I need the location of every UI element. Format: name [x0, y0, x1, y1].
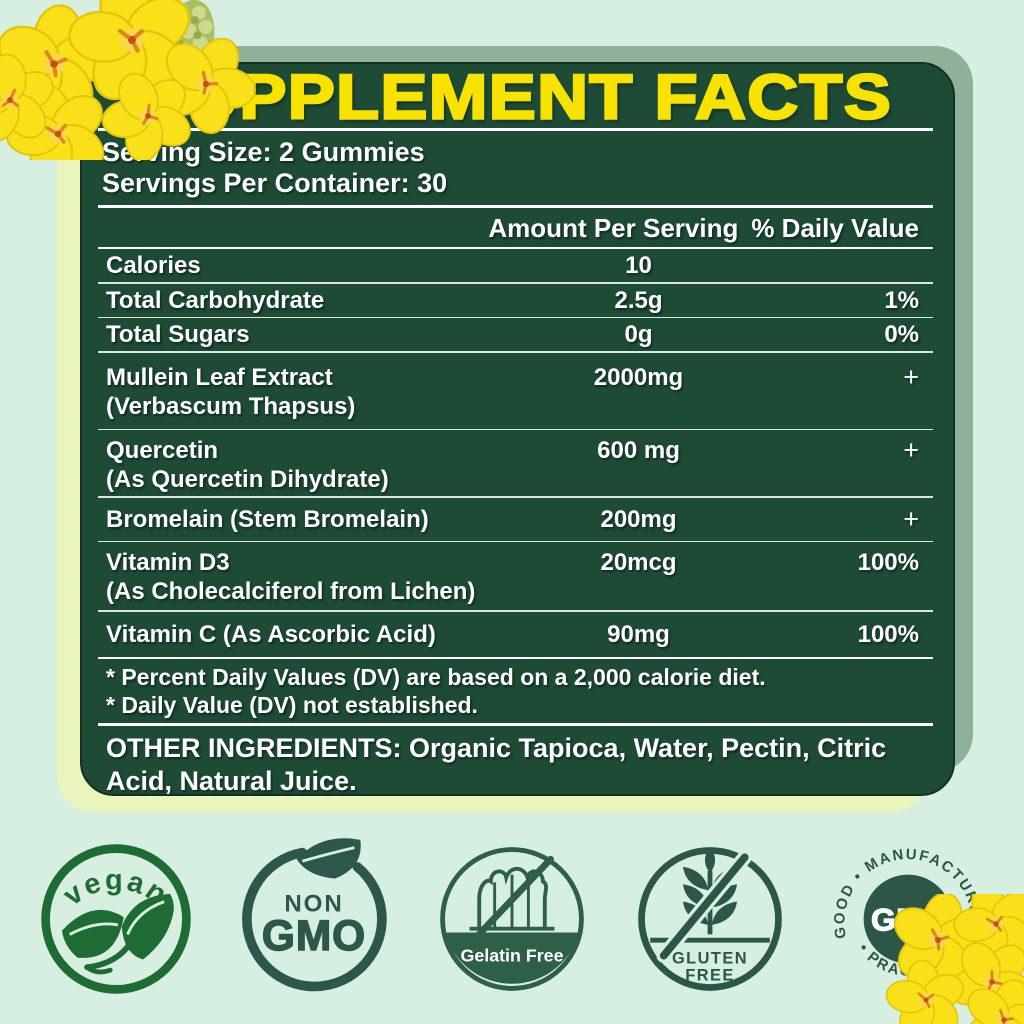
- certification-badges: vegan NON GMO: [0, 838, 1024, 1000]
- gluten-free-label-line2: FREE: [685, 967, 734, 985]
- divider: [98, 205, 933, 208]
- nutrient-name: Total Sugars: [106, 321, 250, 348]
- vegan-badge: vegan: [35, 838, 197, 1000]
- servings-per-container: Servings Per Container: 30: [102, 168, 448, 198]
- daily-value-header: % Daily Value: [751, 212, 919, 243]
- nutrient-name: Mullein Leaf Extract: [106, 363, 333, 391]
- crossed-leaves-icon: vegan: [41, 844, 191, 994]
- mullein-flowers-top-left-icon: [0, 0, 278, 160]
- supplement-facts-panel: SUPPLEMENT FACTS Serving Size: 2 Gummies…: [80, 62, 955, 796]
- footnote-daily-values: * Percent Daily Values (DV) are based on…: [106, 664, 766, 690]
- gelatin-free-label: Gelatin Free: [460, 945, 563, 965]
- divider: [98, 246, 933, 249]
- nutrient-subname: (As Quercetin Dihydrate): [106, 466, 389, 493]
- gluten-free-label-line1: GLUTEN: [672, 949, 748, 967]
- nutrient-amount: 0g: [624, 321, 653, 348]
- nutrient-subname: (Verbascum Thapsus): [106, 392, 356, 420]
- footnote-dv-not-established: * Daily Value (DV) not established.: [106, 692, 478, 718]
- nutrient-dv: 100%: [857, 620, 919, 648]
- nutrient-dv: +: [903, 435, 919, 465]
- gelatin-free-badge: Gelatin Free: [431, 838, 593, 1000]
- gluten-free-badge: GLUTEN FREE: [629, 838, 791, 1000]
- nutrient-subname: (As Cholecalciferol from Lichen): [106, 578, 476, 605]
- divider: [98, 656, 933, 659]
- divider: [98, 723, 933, 726]
- nutrient-amount: 10: [625, 252, 652, 279]
- divider: [98, 610, 933, 612]
- table-row-vitamin-c: Vitamin C (As Ascorbic Acid) 90mg 100%: [98, 612, 933, 657]
- leaf-icon: NON GMO: [242, 838, 387, 992]
- divider: [98, 540, 933, 542]
- nutrient-dv: +: [903, 503, 919, 534]
- nutrient-amount: 90mg: [607, 620, 670, 648]
- divider: [98, 282, 933, 284]
- table-row-mullein: Mullein Leaf Extract (Verbascum Thapsus)…: [98, 353, 933, 429]
- nutrient-dv: 1%: [884, 286, 919, 314]
- divider: [98, 316, 933, 318]
- nutrient-name: Vitamin D3: [106, 549, 230, 576]
- nutrient-dv: +: [903, 361, 919, 392]
- table-row-quercetin: Quercetin (As Quercetin Dihydrate) 600 m…: [98, 430, 933, 496]
- jelly-crossed-icon: Gelatin Free: [440, 847, 584, 991]
- wheat-crossed-icon: GLUTEN FREE: [638, 847, 782, 991]
- other-ingredients: OTHER INGREDIENTS: Organic Tapioca, Wate…: [106, 732, 887, 796]
- nutrient-name: Total Carbohydrate: [106, 286, 325, 314]
- nutrient-name: Bromelain (Stem Bromelain): [106, 505, 429, 533]
- nutrient-amount: 200mg: [600, 505, 677, 533]
- non-gmo-label-line1: NON: [284, 890, 343, 917]
- non-gmo-label-line2: GMO: [262, 912, 366, 959]
- divider: [98, 351, 933, 353]
- divider: [98, 496, 933, 498]
- nutrient-name: Vitamin C (As Ascorbic Acid): [106, 620, 436, 648]
- table-row-calories: Calories 10: [98, 249, 933, 282]
- nutrient-name: Calories: [106, 252, 201, 279]
- nutrient-dv: 100%: [857, 549, 919, 576]
- table-row-carbohydrate: Total Carbohydrate 2.5g 1%: [98, 284, 933, 317]
- divider: [98, 128, 933, 131]
- mullein-flowers-bottom-right-icon: [876, 894, 1024, 1024]
- nutrient-dv: 0%: [884, 321, 919, 348]
- table-row-sugars: Total Sugars 0g 0%: [98, 318, 933, 351]
- nutrient-amount: 2.5g: [614, 286, 663, 314]
- table-row-vitamin-d3: Vitamin D3 (As Cholecalciferol from Lich…: [98, 542, 933, 610]
- nutrient-amount: 2000mg: [593, 363, 684, 391]
- non-gmo-badge: NON GMO: [233, 838, 395, 1000]
- amount-per-serving-header: Amount Per Serving: [488, 212, 739, 243]
- panel-title: SUPPLEMENT FACTS: [137, 62, 893, 132]
- nutrient-amount: 20mcg: [600, 549, 677, 576]
- nutrient-name: Quercetin: [106, 437, 219, 464]
- divider: [98, 428, 933, 430]
- nutrient-amount: 600 mg: [597, 437, 680, 464]
- table-row-bromelain: Bromelain (Stem Bromelain) 200mg +: [98, 498, 933, 541]
